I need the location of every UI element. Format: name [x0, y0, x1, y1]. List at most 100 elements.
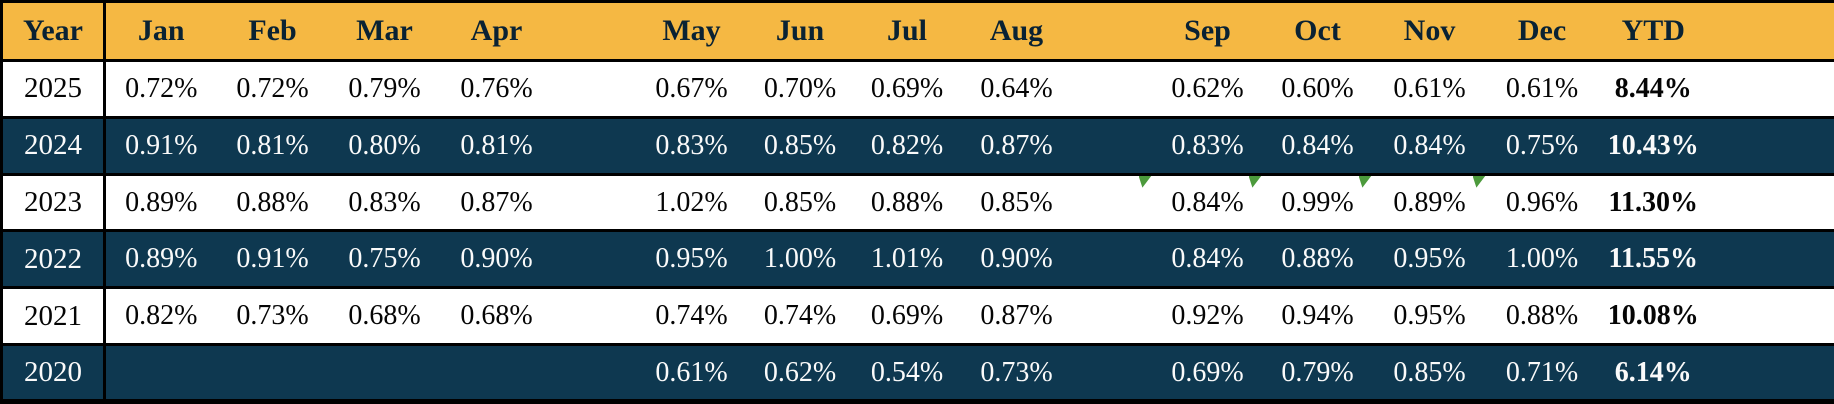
- return-cell-2022-sep: 0.84%: [1171, 243, 1244, 275]
- header-dec: Dec: [1486, 1, 1598, 62]
- ytd-cell-2024: 10.43%: [1607, 129, 1699, 161]
- return-cell-2024-jun: 0.85%: [763, 129, 837, 161]
- year-cell: 2022: [1, 230, 106, 288]
- header-jun: Jun: [746, 1, 854, 62]
- ytd-cell-2022: 11.55%: [1608, 243, 1698, 275]
- header-spacer: [552, 1, 637, 62]
- return-cell-2024-feb: 0.81%: [236, 129, 309, 161]
- return-cell-2020-jun: 0.62%: [763, 356, 837, 388]
- ytd-cell-2025: 8.44%: [1614, 72, 1692, 104]
- return-cell-2024-sep: 0.83%: [1171, 129, 1244, 161]
- return-cell-2023-jul: 0.88%: [870, 186, 944, 218]
- return-cell-2020-sep: 0.69%: [1171, 356, 1244, 388]
- return-cell-2023-dec: 0.96%: [1472, 174, 1598, 231]
- return-cell-2023-mar: 0.83%: [348, 186, 421, 218]
- return-cell-2021-sep: 0.92%: [1171, 300, 1244, 332]
- header-mar: Mar: [328, 1, 441, 62]
- return-cell-2023-feb: 0.88%: [236, 186, 309, 218]
- header-may: May: [636, 1, 747, 62]
- return-cell-2025-aug: 0.64%: [980, 72, 1053, 104]
- return-cell-2020-oct: 0.79%: [1281, 356, 1354, 388]
- return-cell-2020-apr: [441, 345, 553, 402]
- header-feb: Feb: [216, 1, 329, 62]
- return-cell-2021-jul: 0.69%: [870, 300, 944, 332]
- return-cell-2021-feb: 0.73%: [236, 300, 309, 332]
- return-cell-2020-nov: 0.85%: [1393, 356, 1466, 388]
- return-cell-2022-dec: 1.00%: [1505, 243, 1579, 275]
- return-cell-2022-apr: 0.90%: [460, 243, 533, 275]
- table-row: 2024 0.91% 0.81% 0.80% 0.81% 0.83% 0.85% 0.82% 0…: [1, 117, 1834, 175]
- year-cell: 2023: [1, 174, 106, 231]
- return-cell-2020-jul: 0.54%: [870, 356, 944, 388]
- return-cell-2025-sep: 0.62%: [1171, 72, 1244, 104]
- return-cell-2025-oct: 0.60%: [1281, 72, 1354, 104]
- return-cell-2021-aug: 0.87%: [980, 300, 1053, 332]
- return-cell-2020-may: 0.61%: [655, 356, 728, 388]
- header-jul: Jul: [853, 1, 961, 62]
- row-spacer: [1073, 61, 1153, 118]
- return-cell-2023-may: 1.02%: [655, 186, 728, 218]
- ytd-cell-2021: 10.08%: [1607, 300, 1699, 332]
- header-aug: Aug: [960, 1, 1073, 62]
- return-cell-2022-may: 0.95%: [655, 243, 728, 275]
- return-cell-2024-oct: 0.84%: [1281, 129, 1354, 161]
- return-cell-2023-nov: 0.89%: [1358, 174, 1487, 231]
- return-cell-2020-feb: [217, 345, 329, 402]
- header-sep: Sep: [1152, 1, 1263, 62]
- year-cell: 2025: [1, 60, 106, 118]
- return-cell-2020-jan: [105, 345, 217, 402]
- row-spacer: [1073, 117, 1153, 174]
- return-cell-2025-may: 0.67%: [655, 72, 728, 104]
- row-spacer: [1073, 288, 1153, 345]
- return-cell-2022-feb: 0.91%: [236, 243, 309, 275]
- return-cell-2025-nov: 0.61%: [1393, 72, 1466, 104]
- return-cell-2023-apr: 0.87%: [460, 186, 533, 218]
- return-cell-2021-apr: 0.68%: [460, 300, 533, 332]
- return-cell-2023-sep: 0.84%: [1138, 174, 1263, 231]
- return-cell-2023-oct: 0.99%: [1248, 174, 1373, 231]
- table-row: 2025 0.72% 0.72% 0.79% 0.76% 0.67% 0.70% 0.69% 0…: [1, 60, 1834, 118]
- return-cell-2023-jun: 0.85%: [763, 186, 837, 218]
- return-cell-2022-jan: 0.89%: [125, 243, 198, 275]
- year-cell: 2020: [1, 344, 106, 402]
- row-spacer: [553, 231, 637, 288]
- return-cell-2024-nov: 0.84%: [1393, 129, 1466, 161]
- header-ytd: YTD: [1597, 1, 1834, 62]
- return-cell-2024-dec: 0.75%: [1505, 129, 1579, 161]
- ytd-cell-2023: 11.30%: [1608, 186, 1698, 218]
- header-year: Year: [1, 1, 106, 62]
- return-cell-2024-apr: 0.81%: [460, 129, 533, 161]
- return-cell-2020-dec: 0.71%: [1505, 356, 1579, 388]
- row-spacer: [1073, 174, 1153, 231]
- return-cell-2025-dec: 0.61%: [1505, 72, 1579, 104]
- return-cell-2024-aug: 0.87%: [980, 129, 1053, 161]
- header-nov: Nov: [1372, 1, 1487, 62]
- header-row: Year Jan Feb Mar Apr May Jun Jul Aug Sep…: [1, 1, 1834, 62]
- header-oct: Oct: [1262, 1, 1373, 62]
- row-spacer: [553, 288, 637, 345]
- table-row: 2023 0.89% 0.88% 0.83% 0.87% 1.02% 0.85% 0.88% 0…: [1, 174, 1834, 231]
- return-cell-2023-jan: 0.89%: [125, 186, 198, 218]
- return-cell-2025-mar: 0.79%: [348, 72, 421, 104]
- table-row: 2021 0.82% 0.73% 0.68% 0.68% 0.74% 0.74% 0.69% 0…: [1, 287, 1834, 345]
- year-cell: 2021: [1, 287, 106, 345]
- return-cell-2021-dec: 0.88%: [1505, 300, 1579, 332]
- return-cell-2023-aug: 0.85%: [980, 186, 1053, 218]
- header-spacer: [1072, 1, 1153, 62]
- return-cell-2021-nov: 0.95%: [1393, 300, 1466, 332]
- return-cell-2025-jun: 0.70%: [763, 72, 837, 104]
- return-cell-2021-oct: 0.94%: [1281, 300, 1354, 332]
- row-spacer: [1073, 231, 1153, 288]
- return-cell-2022-jul: 1.01%: [870, 243, 944, 275]
- return-cell-2024-may: 0.83%: [655, 129, 728, 161]
- return-cell-2021-mar: 0.68%: [348, 300, 421, 332]
- return-cell-2022-aug: 0.90%: [980, 243, 1053, 275]
- return-cell-2020-aug: 0.73%: [980, 356, 1053, 388]
- table-row: 2020 0.61% 0.62% 0.54% 0.73% 0.69% 0.79% 0.85% 0…: [1, 344, 1834, 402]
- row-spacer: [1073, 345, 1153, 402]
- return-cell-2025-jul: 0.69%: [870, 72, 944, 104]
- header-jan: Jan: [104, 1, 217, 62]
- row-spacer: [553, 117, 637, 174]
